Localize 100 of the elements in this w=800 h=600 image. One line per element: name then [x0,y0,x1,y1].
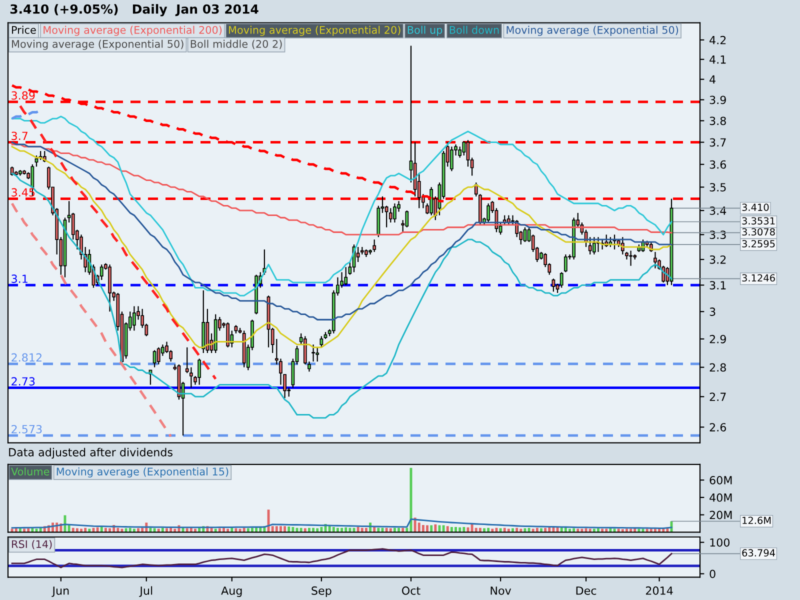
bar [422,524,424,532]
y-tick-label: 100 [710,538,730,547]
candlestick [588,236,592,255]
candlestick [654,251,657,269]
y-tick-label: 3 [710,308,716,316]
line-series [11,144,672,236]
candlestick [458,146,462,158]
candlestick [430,186,434,216]
y-tick-label: 3.9 [710,96,726,104]
data-label: 3.2595 [742,240,775,248]
x-tick-label: Jun [52,586,69,597]
candlestick [34,154,38,168]
bar [280,526,282,532]
bar [271,526,274,532]
text: Boll down [450,26,499,34]
candlestick [320,336,324,348]
y-tick-label: 3.6 [710,160,726,169]
text: Moving average (Exponential 20) [229,26,400,36]
candlestick [629,250,632,266]
y-tick-label: 3.4 [710,206,726,215]
candlestick [156,346,160,365]
candlestick [560,272,564,288]
line-series [11,141,672,320]
candlestick [198,358,201,386]
y-tick-label: 2.6 [710,423,726,432]
line-series [11,116,672,296]
x-tick-label: Dec [576,586,596,595]
text: Moving average (Exponential 50) [506,26,678,36]
data-label: 12.6M [742,516,771,524]
candlestick [132,306,136,332]
x-tick-label: 2014 [646,586,673,595]
y-tick-label: 3.5 [710,183,726,192]
y-tick-label: 2.8 [710,363,726,372]
line-series [11,548,672,568]
y-tick-label: 4.1 [710,55,726,64]
text: Moving average (Exponential 15) [56,467,228,478]
bar [446,526,449,532]
candlestick [388,208,392,224]
text: Boll up [408,26,442,36]
candlestick [564,254,568,273]
y-tick-label: 0 [710,570,716,578]
data-label: 3.3078 [742,228,775,236]
bar [284,526,286,532]
y-tick-label: 3.7 [710,138,726,147]
y-tick-label: 3.2 [710,255,726,264]
y-tick-label: 4 [710,75,716,84]
line-series [11,518,672,530]
y-tick-label: 3.8 [710,116,726,126]
text: Volume [11,467,50,476]
y-tick-label: 2.7 [710,392,726,401]
candlestick [100,264,104,280]
x-tick-label: Jul [139,586,152,597]
text: Data adjusted after dividends [9,448,172,459]
x-tick-label: Oct [402,586,420,595]
y-tick-label: 4.2 [710,36,726,44]
candlestick [152,350,156,368]
bar [434,524,437,532]
candlestick [384,205,388,228]
candlestick [486,202,490,224]
candlestick [462,140,466,156]
ref-line-label: 3.1 [12,274,28,283]
candlestick [344,266,348,286]
candlestick [189,366,193,388]
candlestick [466,140,470,168]
ref-line-label: 2.73 [12,377,35,386]
y-tick-label: 3.3 [710,230,726,240]
candlestick [592,236,596,255]
x-tick-label: Sep [312,586,332,597]
candlestick [372,238,376,252]
x-tick-label: Nov [490,586,512,595]
candlestick [312,344,315,362]
data-label: 63.794 [742,549,775,557]
bar [442,525,445,532]
candlestick [393,202,396,224]
annotation: Moving average (Exponential 50) [12,40,184,50]
candlestick [552,278,556,292]
bar [288,526,290,532]
ref-line-label: 3.7 [12,132,28,140]
y-tick-label: 2.9 [710,334,726,344]
line-series [10,202,172,438]
data-label: 3.3531 [742,217,775,225]
ref-line-label: 3.89 [12,91,35,100]
candlestick [316,346,320,362]
ref-line-label: 2.573 [12,424,42,434]
chart-title: 3.410 (+9.05%) Daily Jan 03 2014 [10,4,258,16]
y-tick-label: 3.1 [710,281,726,290]
candlestick [450,146,454,172]
data-label: 3.1246 [742,274,775,282]
y-tick-label: 60M [710,476,732,484]
text: Moving average (Exponential 200) [44,26,222,36]
y-tick-label: 40M [710,493,732,502]
legend-title: Price [12,26,36,34]
bar [426,525,428,532]
x-tick-label: Aug [221,586,242,597]
bar [430,525,433,532]
annotation: Boll middle (20 2) [190,40,282,50]
ref-line-label: 2.812 [12,353,42,362]
text: 3.410 [742,204,769,211]
y-tick-label: 20M [710,510,732,520]
bar [275,526,278,532]
